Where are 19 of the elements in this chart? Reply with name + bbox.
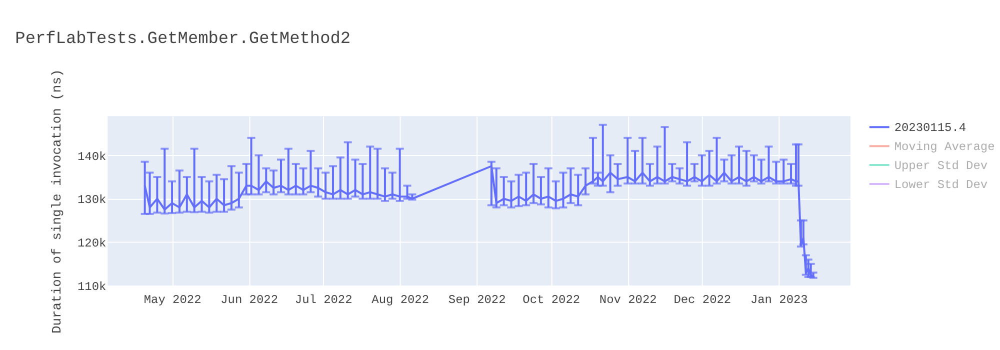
x-tick-label: Jul 2022 [294,293,352,308]
legend-label: 20230115.4 [894,121,966,136]
x-tick-label: Dec 2022 [674,293,732,308]
y-axis-title: Duration of single invocation (ns) [50,69,65,334]
x-tick-label: Nov 2022 [599,293,657,308]
x-tick-label: Jun 2022 [220,293,278,308]
x-tick-label: Sep 2022 [448,293,506,308]
y-tick-label: 120k [77,236,106,251]
legend-label: Moving Average [894,140,995,154]
x-tick-label: May 2022 [144,293,202,308]
x-tick-label: Oct 2022 [522,293,580,308]
y-tick-label: 110k [77,280,106,294]
legend-label: Upper Std Dev [894,159,988,173]
chart-title: PerfLabTests.GetMember.GetMethod2 [15,30,351,49]
x-tick-label: Jan 2023 [750,293,808,308]
y-tick-label: 140k [77,150,106,164]
legend-label: Lower Std Dev [894,178,988,192]
y-tick-label: 130k [77,193,106,208]
x-tick-label: Aug 2022 [372,293,430,308]
